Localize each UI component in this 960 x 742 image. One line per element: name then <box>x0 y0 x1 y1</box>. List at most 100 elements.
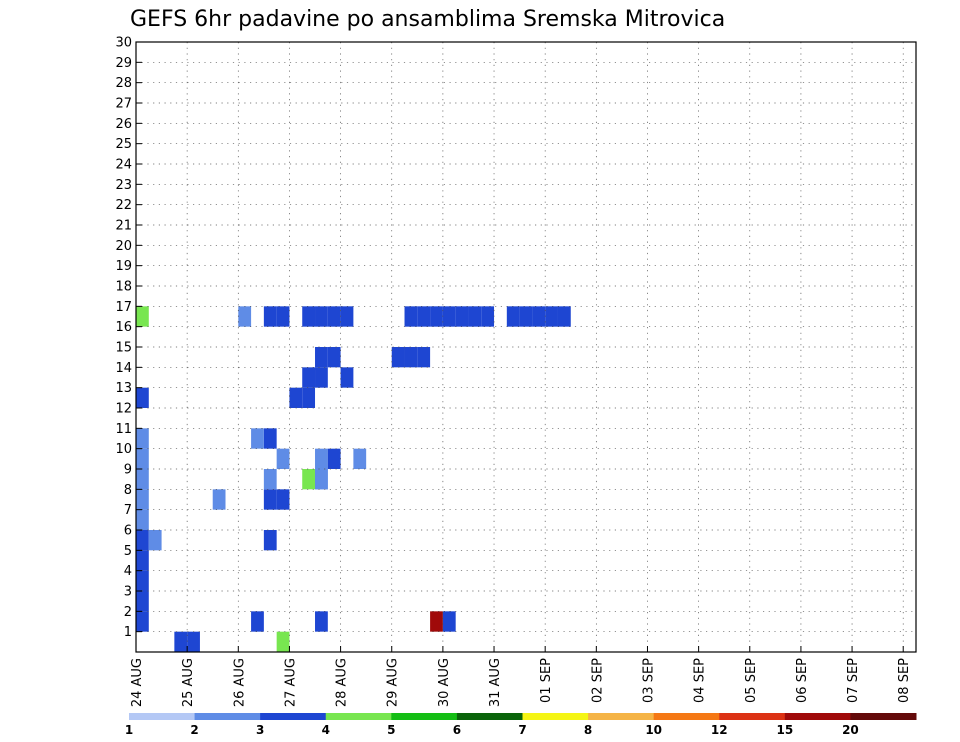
colorbar-swatch <box>325 713 392 720</box>
precip-cell <box>174 631 188 652</box>
precip-cell <box>276 489 290 510</box>
x-tick-label: 28 AUG <box>335 658 350 707</box>
colorbar: 1 2 3 4 5 6 7 8 10 12 15 20 <box>125 713 917 737</box>
precip-cell <box>545 306 558 327</box>
precip-cell <box>136 489 149 510</box>
precip-cell <box>315 367 328 388</box>
precip-cell <box>136 530 149 551</box>
precip-cell <box>251 611 264 632</box>
y-tick-label: 28 <box>115 76 132 91</box>
y-tick-label: 15 <box>115 341 132 356</box>
y-tick-label: 23 <box>115 178 132 193</box>
y-tick-label: 9 <box>124 463 132 478</box>
precip-cell <box>302 367 316 388</box>
precip-cell <box>455 306 469 327</box>
precip-cell <box>187 631 200 652</box>
colorbar-label: 1 <box>125 723 133 737</box>
x-tick-label: 27 AUG <box>283 658 298 707</box>
precip-cell <box>442 611 456 632</box>
precip-cell <box>481 306 495 327</box>
precip-cell <box>136 469 149 490</box>
precip-cell <box>136 509 149 530</box>
precip-cell <box>136 591 149 612</box>
x-tick-label: 30 AUG <box>437 658 452 707</box>
colorbar-swatch <box>719 713 786 720</box>
y-tick-label: 7 <box>124 503 132 518</box>
precip-cell <box>327 347 341 368</box>
y-tick-label: 14 <box>115 361 132 376</box>
colorbar-label: 8 <box>584 723 592 737</box>
x-tick-label: 05 SEP <box>744 658 759 703</box>
colorbar-swatch <box>588 713 655 720</box>
precip-cell <box>238 306 252 327</box>
y-tick-label: 12 <box>115 402 132 417</box>
precip-cell <box>315 611 328 632</box>
colorbar-swatch <box>260 713 327 720</box>
colorbar-swatch <box>653 713 720 720</box>
x-tick-label: 07 SEP <box>846 658 861 703</box>
precip-cell <box>404 306 418 327</box>
precip-cell <box>136 428 149 449</box>
precip-cell <box>404 347 418 368</box>
precip-cell <box>327 448 341 469</box>
colorbar-label: 3 <box>256 723 264 737</box>
x-tick-label: 04 SEP <box>693 658 708 703</box>
y-tick-label: 8 <box>124 483 132 498</box>
precip-cell <box>302 387 316 408</box>
y-tick-label: 10 <box>115 442 132 457</box>
precip-cell <box>289 387 303 408</box>
precip-cell <box>251 428 264 449</box>
y-tick-label: 19 <box>115 259 132 274</box>
precip-cell <box>302 306 316 327</box>
x-tick-label: 06 SEP <box>795 658 810 703</box>
precip-cell <box>315 306 328 327</box>
y-tick-label: 26 <box>115 117 132 132</box>
precip-cell <box>519 306 533 327</box>
y-tick-label: 20 <box>115 239 132 254</box>
precip-cell <box>263 489 277 510</box>
y-tick-label: 6 <box>124 524 132 539</box>
y-tick-label: 18 <box>115 280 132 295</box>
precip-cell <box>136 550 149 571</box>
y-tick-label: 5 <box>124 544 132 559</box>
precip-cell <box>340 367 354 388</box>
x-tick-label: 03 SEP <box>641 658 656 703</box>
precip-cell <box>506 306 520 327</box>
y-tick-label: 21 <box>115 219 132 234</box>
precip-cell <box>302 469 316 490</box>
colorbar-label: 20 <box>842 723 859 737</box>
x-tick-label: 31 AUG <box>488 658 503 707</box>
precip-cell <box>276 631 290 652</box>
precip-cell <box>353 448 367 469</box>
x-axis-ticks: 24 AUG 25 AUG 26 AUG 27 AUG 28 AUG 29 AUG 30 A… <box>130 646 912 707</box>
precip-cell <box>430 611 443 632</box>
precip-cell <box>212 489 226 510</box>
x-tick-label: 08 SEP <box>897 658 912 703</box>
chart-title: GEFS 6hr padavine po ansamblima Sremska … <box>130 7 725 32</box>
precip-cell <box>315 469 328 490</box>
y-tick-label: 25 <box>115 137 132 152</box>
y-tick-label: 17 <box>115 300 132 315</box>
precip-cell <box>276 306 290 327</box>
precip-cell <box>136 570 149 591</box>
precip-cell <box>136 306 149 327</box>
colorbar-label: 10 <box>645 723 662 737</box>
precip-cell <box>442 306 456 327</box>
colorbar-label: 12 <box>711 723 728 737</box>
precip-cell <box>417 347 431 368</box>
colorbar-label: 2 <box>190 723 198 737</box>
precip-cell <box>263 530 277 551</box>
precip-cell <box>468 306 482 327</box>
precip-cell <box>327 306 341 327</box>
precip-cell <box>136 448 149 469</box>
y-tick-label: 29 <box>115 56 132 71</box>
y-tick-label: 16 <box>115 320 132 335</box>
colorbar-swatch <box>391 713 458 720</box>
precip-cell <box>263 428 277 449</box>
plot-frame <box>135 41 917 653</box>
x-tick-label: 25 AUG <box>181 658 196 707</box>
precip-cell <box>315 347 328 368</box>
colorbar-label: 7 <box>518 723 526 737</box>
precip-cell <box>557 306 571 327</box>
